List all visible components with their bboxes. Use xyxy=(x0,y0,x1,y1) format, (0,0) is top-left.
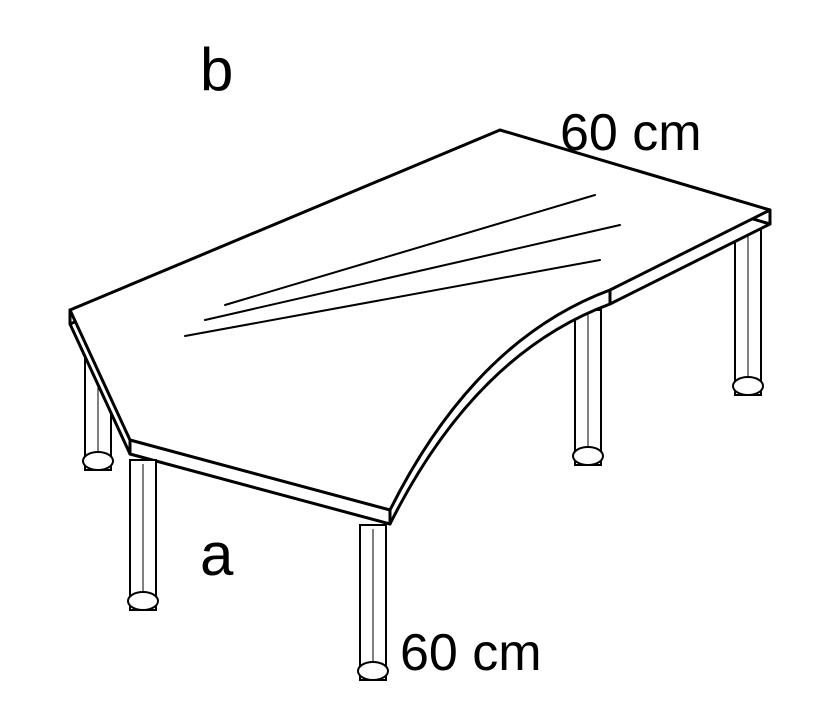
leg-inner-right-foot xyxy=(573,447,603,465)
label-dim_right: 60 cm xyxy=(560,104,702,162)
label-b: b xyxy=(200,36,233,103)
leg-front-right-foot xyxy=(358,662,388,680)
desk-diagram: b a 60 cm 60 cm xyxy=(0,0,814,706)
label-dim_bottom: 60 cm xyxy=(400,624,542,682)
leg-back-right-foot xyxy=(733,377,763,395)
label-a: a xyxy=(200,521,234,588)
leg-back-left-foot xyxy=(83,452,113,470)
leg-front-left-foot xyxy=(128,592,158,610)
